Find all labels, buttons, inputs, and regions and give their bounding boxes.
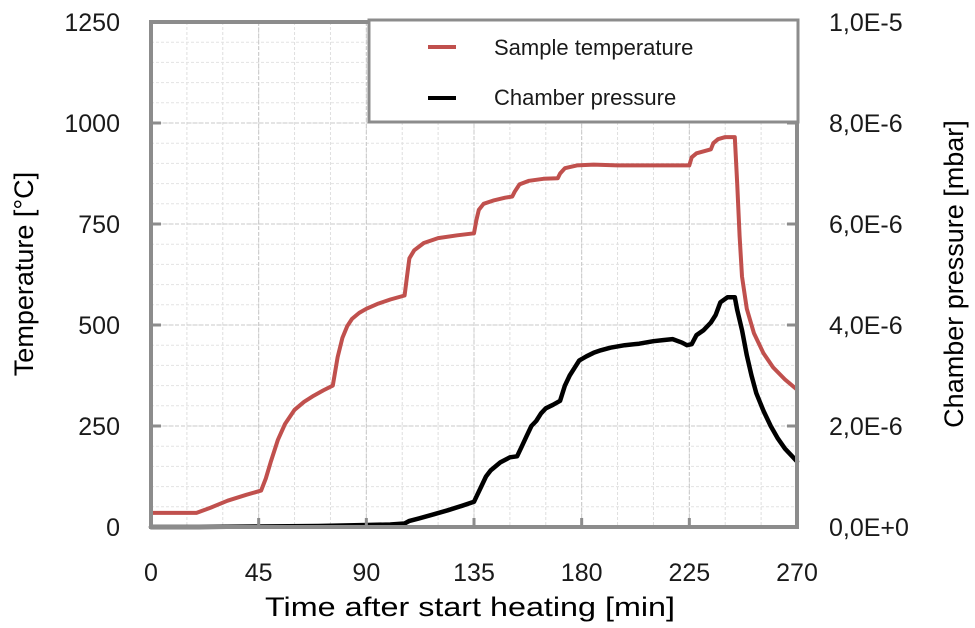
y2-tick-label: 0,0E+0 <box>829 514 909 542</box>
y2-tick-label: 1,0E-5 <box>829 9 903 37</box>
series-layer <box>148 135 800 530</box>
series-line-chamber-pressure <box>148 294 800 530</box>
y2-tick-label: 2,0E-6 <box>829 413 903 441</box>
y-tick-label: 1250 <box>64 9 120 37</box>
legend-label-sample-temperature: Sample temperature <box>494 35 693 60</box>
y-tick-label: 0 <box>106 514 120 542</box>
y2-tick-labels: 0,0E+0 2,0E-6 4,0E-6 6,0E-6 8,0E-6 1,0E-5 <box>829 9 909 542</box>
x-axis-title: Time after start heating [min] <box>265 592 675 622</box>
y2-tick-label: 8,0E-6 <box>829 110 903 138</box>
y2-tick-label: 6,0E-6 <box>829 211 903 239</box>
legend: Sample temperature Chamber pressure <box>367 18 800 124</box>
x-tick-label: 0 <box>144 559 158 587</box>
x-tick-label: 45 <box>245 559 273 587</box>
y-tick-label: 750 <box>78 211 120 239</box>
y-tick-label: 500 <box>78 312 120 340</box>
x-tick-label: 270 <box>776 559 818 587</box>
series-line-sample-temperature <box>149 135 799 515</box>
x-tick-labels: 0 45 90 135 180 225 270 <box>144 559 818 587</box>
y-axis-title: Temperature [°C] <box>9 172 39 376</box>
y-tick-labels: 0 250 500 750 1000 1250 <box>64 9 120 542</box>
legend-label-chamber-pressure: Chamber pressure <box>494 85 676 110</box>
x-tick-label: 180 <box>561 559 603 587</box>
y2-tick-label: 4,0E-6 <box>829 312 903 340</box>
y-tick-label: 250 <box>78 413 120 441</box>
x-tick-label: 135 <box>453 559 495 587</box>
ticks <box>151 121 797 527</box>
x-tick-label: 90 <box>352 559 380 587</box>
legend-box <box>367 18 800 124</box>
x-tick-label: 225 <box>668 559 710 587</box>
y-tick-label: 1000 <box>64 110 120 138</box>
y2-axis-title: Chamber pressure [mbar] <box>939 120 969 428</box>
